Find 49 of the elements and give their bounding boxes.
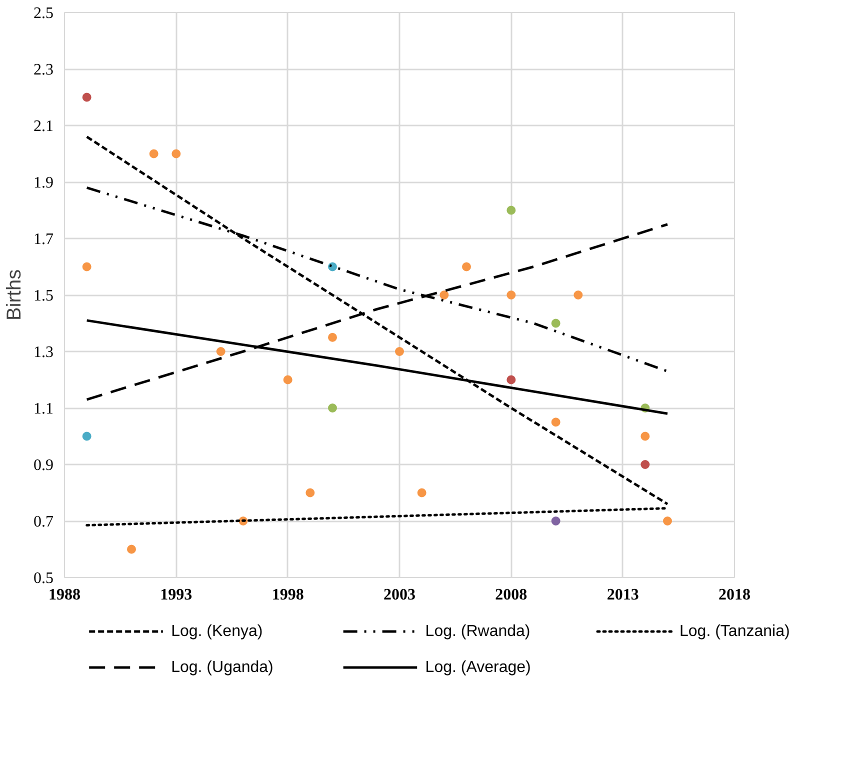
point <box>506 206 516 215</box>
point <box>328 332 337 342</box>
point <box>328 404 337 412</box>
point <box>462 262 471 272</box>
y-tick-label: 2.3 <box>34 62 54 78</box>
x-tick-label: 1988 <box>48 586 80 604</box>
point <box>306 488 315 498</box>
x-tick-label: 2013 <box>606 586 639 604</box>
y-tick-label: 0.7 <box>34 514 54 530</box>
y-tick-label: 1.5 <box>34 288 54 304</box>
point <box>82 262 92 272</box>
point <box>640 432 650 441</box>
legend-label: Log. (Uganda) <box>171 659 274 676</box>
point <box>551 318 560 328</box>
y-tick-label: 0.5 <box>34 570 54 587</box>
point <box>663 516 672 526</box>
legend-label: Log. (Kenya) <box>171 623 263 640</box>
point <box>395 347 404 356</box>
y-tick-label: 1.9 <box>34 174 54 192</box>
y-tick-label: 0.9 <box>34 457 54 474</box>
x-tick-label: 2018 <box>718 586 750 604</box>
x-tick-label: 1993 <box>160 586 192 604</box>
point <box>127 544 136 554</box>
point <box>149 149 158 158</box>
point <box>506 290 516 300</box>
point <box>506 375 516 384</box>
point <box>82 92 92 102</box>
y-tick-label: 1.1 <box>34 400 54 418</box>
y-tick-label: 2.1 <box>34 118 54 135</box>
y-tick-label: 1.7 <box>34 231 54 248</box>
legend-label: Log. (Average) <box>425 659 531 676</box>
point <box>283 375 292 384</box>
y-tick-label: 1.3 <box>34 344 54 361</box>
y-tick-label: 2.5 <box>34 5 54 22</box>
point <box>82 432 92 441</box>
point <box>216 347 226 356</box>
point <box>172 149 181 158</box>
point <box>574 290 583 300</box>
point <box>640 460 650 469</box>
y-axis-title: Births <box>4 269 26 321</box>
point <box>440 290 449 300</box>
legend-label: Log. (Rwanda) <box>425 623 530 640</box>
x-tick-label: 1998 <box>272 586 304 604</box>
legend-label: Log. (Tanzania) <box>680 623 790 640</box>
point <box>551 516 560 526</box>
x-tick-label: 2008 <box>495 586 528 604</box>
point <box>417 488 426 498</box>
x-tick-label: 2003 <box>384 586 416 604</box>
point <box>551 418 560 427</box>
